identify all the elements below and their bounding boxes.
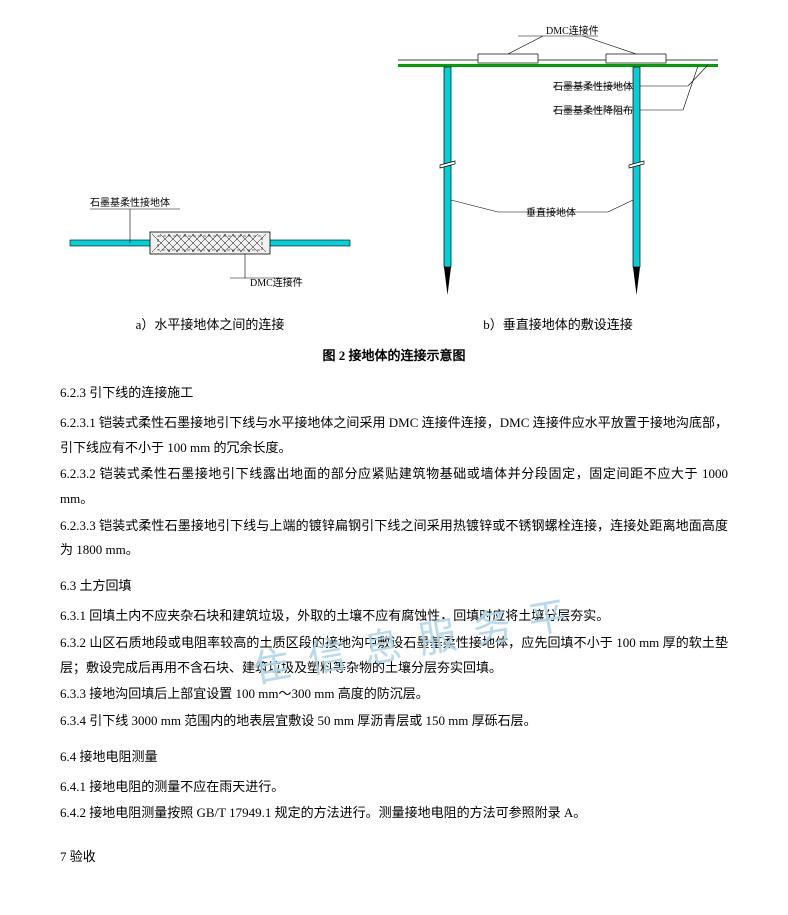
para-642: 6.4.2 接地电阻测量按照 GB/T 17949.1 规定的方法进行。测量接地… — [60, 801, 728, 826]
figure-a-container: 石墨基柔性接地体 DMC连接件 — [60, 170, 360, 304]
para-634: 6.3.4 引下线 3000 mm 范围内的地表层宜敷设 50 mm 厚沥青层或… — [60, 709, 728, 734]
figb-label-resistcloth-text: 石墨基柔性降阻布 — [553, 104, 633, 117]
figure-b-svg: DMC连接件 石墨基柔性接地体 石墨基柔性降阻布 — [388, 20, 728, 300]
caption-row: a）水平接地体之间的连接 b）垂直接地体的敷设连接 — [60, 314, 728, 333]
para-631: 6.3.1 回填土内不应夹杂石块和建筑垃圾，外取的土壤不应有腐蚀性，回填时应将土… — [60, 604, 728, 629]
para-632: 6.3.2 山区石质地段或电阻率较高的土质区段的接地沟中敷设石墨基柔性接地体，应… — [60, 631, 728, 680]
para-6233: 6.2.3.3 铠装式柔性石墨接地引下线与上端的镀锌扁钢引下线之间采用热镀锌或不… — [60, 514, 728, 563]
section-7: 7 验收 — [60, 846, 728, 865]
figb-label-vertbody-text: 垂直接地体 — [526, 206, 576, 219]
figb-caption: b）垂直接地体的敷设连接 — [388, 314, 728, 333]
figure-b-container: DMC连接件 石墨基柔性接地体 石墨基柔性降阻布 — [388, 20, 728, 304]
section-623: 6.2.3 引下线的连接施工 — [60, 382, 728, 401]
figb-label-dmc-text: DMC连接件 — [546, 24, 599, 37]
section-64: 6.4 接地电阻测量 — [60, 746, 728, 765]
figa-caption: a）水平接地体之间的连接 — [60, 314, 360, 333]
figa-label-topleft-text: 石墨基柔性接地体 — [90, 196, 170, 209]
figure-row: 石墨基柔性接地体 DMC连接件 DMC连接件 石墨基柔性接地体 — [60, 20, 728, 304]
figb-label-groundbody-text: 石墨基柔性接地体 — [553, 80, 633, 93]
para-633: 6.3.3 接地沟回填后上部宜设置 100 mm～300 mm 高度的防沉层。 — [60, 682, 728, 707]
para-6231: 6.2.3.1 铠装式柔性石墨接地引下线与水平接地体之间采用 DMC 连接件连接… — [60, 411, 728, 460]
section-63: 6.3 土方回填 — [60, 575, 728, 594]
figure-a-svg: 石墨基柔性接地体 DMC连接件 — [60, 170, 360, 300]
figure-title: 图 2 接地体的连接示意图 — [60, 345, 728, 364]
para-6232: 6.2.3.2 铠装式柔性石墨接地引下线露出地面的部分应紧贴建筑物基础或墙体并分… — [60, 462, 728, 511]
